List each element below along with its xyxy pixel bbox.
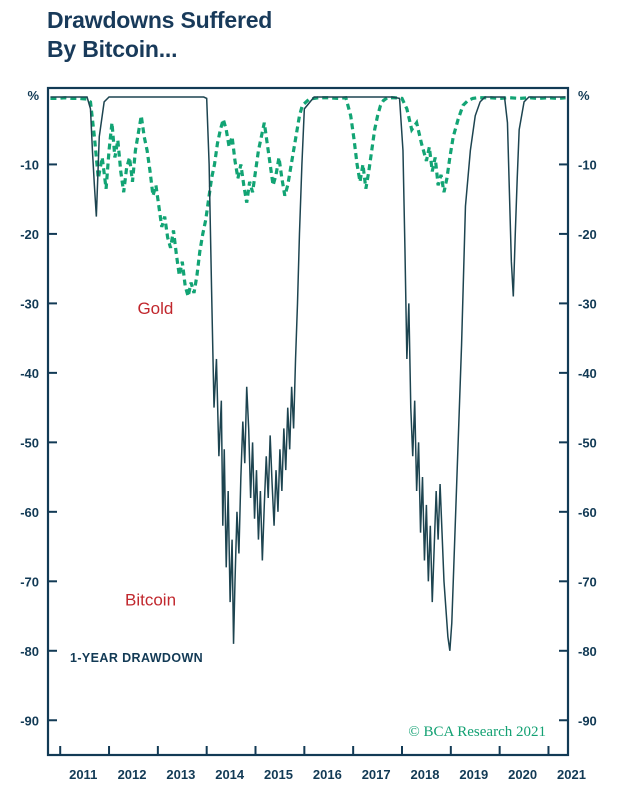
y-axis-tick-label: -90: [20, 713, 39, 728]
y-axis-tick-label: -50: [578, 435, 597, 450]
y-axis-tick-label: -90: [578, 713, 597, 728]
y-axis-tick-label: -70: [578, 574, 597, 589]
axis-ticks: [48, 163, 568, 755]
y-axis-labels-right: % -10 -20 -30 -40 -50 -60 -70 -80 -90: [578, 88, 597, 728]
x-axis-tick-label: 2016: [313, 767, 342, 782]
x-axis-tick-label: 2011: [69, 767, 97, 782]
x-axis-tick-label: 2017: [362, 767, 391, 782]
x-axis-tick-label: 2018: [411, 767, 440, 782]
y-axis-tick-label: -20: [578, 227, 597, 242]
y-axis-tick-label: -60: [578, 505, 597, 520]
plot-border: [46, 86, 570, 757]
series-line-bitcoin: [50, 96, 566, 651]
chart-title: Drawdowns Suffered By Bitcoin...: [47, 6, 567, 64]
y-axis-tick-label: %: [27, 88, 39, 103]
x-axis-labels: 2011 2012 2013 2014 2015 2016 2017 2018 2019 2020…: [69, 767, 586, 782]
x-axis-tick-label: 2020: [508, 767, 537, 782]
copyright-watermark: © BCA Research 2021: [408, 724, 546, 740]
x-axis-tick-label: 2014: [215, 767, 245, 782]
series-label-bitcoin: Bitcoin: [125, 591, 176, 610]
series-line-gold: [50, 96, 566, 297]
y-axis-tick-label: %: [578, 88, 590, 103]
plot-frame: [46, 86, 570, 757]
y-axis-tick-label: -10: [20, 157, 39, 172]
x-axis-tick-label: 2021: [557, 767, 586, 782]
y-axis-tick-label: -40: [20, 366, 39, 381]
y-axis-tick-label: -30: [578, 296, 597, 311]
series-label-gold: Gold: [137, 299, 173, 318]
y-axis-labels-left: % -10 -20 -30 -40 -50 -60 -70 -80 -90: [20, 88, 39, 728]
drawdown-note: 1-YEAR DRAWDOWN: [70, 651, 203, 665]
x-axis-tick-label: 2019: [459, 767, 488, 782]
chart-title-line-2: By Bitcoin...: [47, 36, 178, 63]
x-axis-tick-label: 2015: [264, 767, 293, 782]
y-axis-tick-label: -40: [578, 366, 597, 381]
y-axis-tick-label: -50: [20, 435, 39, 450]
series-annotations: Gold Bitcoin 1-YEAR DRAWDOWN © BCA Research…: [70, 299, 546, 740]
y-axis-tick-label: -80: [578, 644, 597, 659]
y-axis-tick-label: -10: [578, 157, 597, 172]
chart-title-line-1: Drawdowns Suffered: [47, 7, 273, 33]
y-axis-tick-label: -70: [20, 574, 39, 589]
y-axis-tick-label: -80: [20, 644, 39, 659]
y-axis-tick-label: -60: [20, 505, 39, 520]
y-axis-tick-label: -20: [20, 227, 39, 242]
x-axis-tick-label: 2012: [118, 767, 147, 782]
x-axis-tick-label: 2013: [166, 767, 195, 782]
y-axis-tick-label: -30: [20, 296, 39, 311]
data-series-group: [50, 96, 566, 651]
